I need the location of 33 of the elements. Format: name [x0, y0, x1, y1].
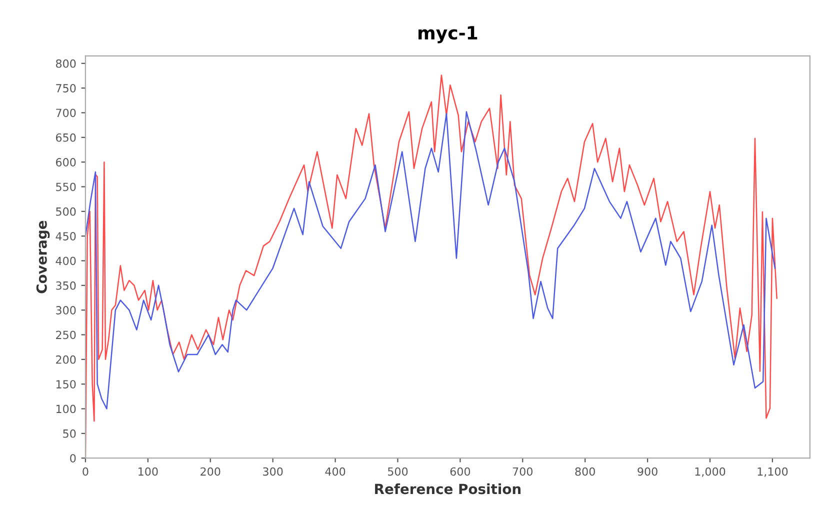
x-tick-label: 900: [638, 467, 658, 476]
y-tick-label: 300: [56, 306, 76, 314]
x-tick-label: 400: [325, 467, 346, 476]
y-tick-label: 750: [56, 84, 76, 92]
x-tick-label: 1,000: [695, 467, 726, 477]
x-tick-label: 600: [450, 467, 470, 476]
x-tick-label: 700: [512, 467, 533, 476]
chart-title: myc-1: [418, 26, 478, 44]
y-tick-label: 650: [56, 133, 76, 142]
y-tick-label: 350: [56, 281, 76, 290]
line-series: [85, 111, 776, 410]
y-tick-label: 100: [56, 404, 76, 414]
y-tick-label: 250: [56, 330, 76, 340]
x-axis-title: Reference Position: [375, 483, 521, 494]
y-tick-label: 0: [70, 454, 76, 462]
y-tick-label: 550: [56, 182, 76, 192]
y-axis-title: Coverage: [36, 220, 50, 294]
x-tick-label: 100: [138, 467, 158, 476]
x-tick-label: 0: [82, 467, 88, 476]
x-tick-label: 200: [200, 467, 220, 476]
y-tick-label: 500: [56, 207, 76, 216]
y-tick-label: 700: [56, 108, 76, 118]
x-tick-label: 500: [388, 467, 408, 476]
y-tick-label: 50: [63, 429, 76, 438]
x-tick-label: 300: [263, 467, 283, 476]
y-tick-label: 200: [56, 355, 76, 364]
y-tick-label: 600: [56, 158, 76, 166]
y-tick-label: 400: [56, 256, 76, 266]
x-tick-label: 1,100: [758, 467, 788, 477]
y-tick-label: 450: [56, 232, 76, 240]
y-tick-label: 800: [56, 59, 76, 68]
x-tick-label: 800: [575, 467, 595, 476]
y-tick-label: 150: [56, 380, 76, 388]
